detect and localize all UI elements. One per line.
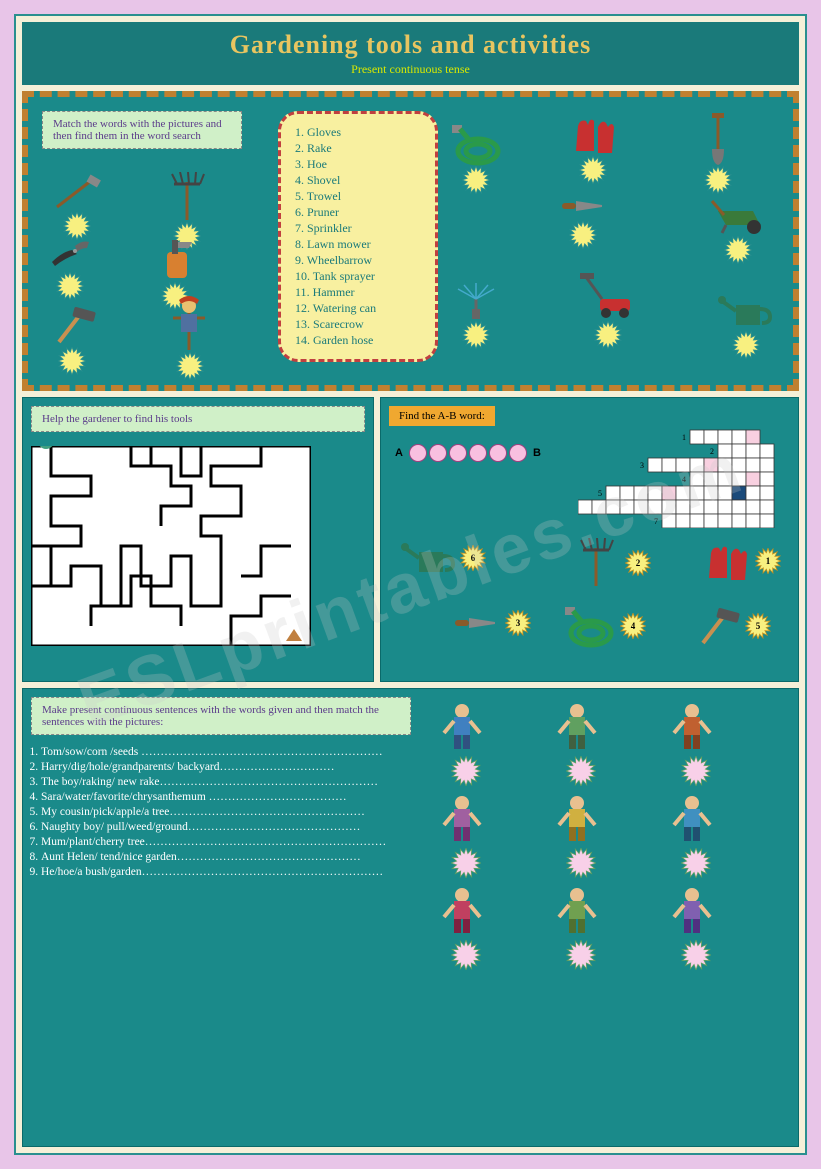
label-b: B — [533, 447, 541, 459]
activity-pic — [668, 699, 723, 788]
crossword-heading: Find the A-B word: — [389, 406, 495, 426]
activity-pic — [668, 883, 723, 972]
tool-scarecrow — [167, 292, 212, 380]
instruction-3: Make present continuous sentences with t… — [31, 697, 411, 735]
word-item: Lawn mower — [295, 237, 421, 252]
answer-bubble[interactable] — [449, 444, 467, 462]
tool-shovel — [698, 111, 738, 194]
word-item: Shovel — [295, 173, 421, 188]
word-item: Wheelbarrow — [295, 253, 421, 268]
word-item: Pruner — [295, 205, 421, 220]
answer-bubble[interactable] — [509, 444, 527, 462]
answer-bubble[interactable] — [489, 444, 507, 462]
word-item: Hoe — [295, 157, 421, 172]
word-item: Garden hose — [295, 333, 421, 348]
instruction-1: Match the words with the pictures and th… — [42, 111, 242, 149]
answer-bubbles[interactable] — [409, 444, 527, 462]
activity-pic — [438, 699, 493, 788]
section-match: Match the words with the pictures and th… — [22, 91, 799, 391]
activity-pic — [553, 699, 608, 788]
tool-wateringcan — [718, 291, 773, 359]
tool-trowel — [558, 191, 608, 249]
activity-pic — [553, 883, 608, 972]
clue-rake: 2 — [571, 538, 651, 588]
answer-bubble[interactable] — [469, 444, 487, 462]
maze — [31, 446, 311, 646]
activity-pic — [668, 791, 723, 880]
svg-text:3: 3 — [640, 461, 644, 470]
tool-gloves — [568, 111, 618, 184]
activity-pic — [553, 791, 608, 880]
word-item: Trowel — [295, 189, 421, 204]
title-bar: Gardening tools and activities Present c… — [22, 22, 799, 85]
svg-text:2: 2 — [710, 447, 714, 456]
tool-area-right — [448, 111, 803, 381]
tool-pruner — [47, 232, 92, 300]
section-sentences: Make present continuous sentences with t… — [22, 688, 799, 1147]
section-maze: Help the gardener to find his tools — [22, 397, 374, 682]
word-list: GlovesRakeHoeShovelTrowelPrunerSprinkler… — [278, 111, 438, 362]
word-item: Scarecrow — [295, 317, 421, 332]
page-subtitle: Present continuous tense — [30, 62, 791, 77]
activity-pic — [438, 791, 493, 880]
word-item: Sprinkler — [295, 221, 421, 236]
svg-text:4: 4 — [682, 475, 686, 484]
word-item: Hammer — [295, 285, 421, 300]
svg-text:5: 5 — [598, 489, 602, 498]
clue-trowel: 3 — [451, 608, 531, 638]
word-item: Watering can — [295, 301, 421, 316]
clue-hose: 4 — [561, 603, 646, 648]
tool-wheelbarrow — [708, 191, 768, 264]
tool-hammer — [47, 302, 97, 375]
tool-hoe — [52, 172, 102, 240]
tool-mower — [578, 271, 638, 349]
clue-wateringcan: 6 — [401, 538, 486, 578]
crossword-grid[interactable]: 1234567A — [578, 416, 788, 528]
word-item: Gloves — [295, 125, 421, 140]
clue-gloves: 1 — [701, 538, 781, 583]
tool-hose — [448, 121, 503, 194]
section-crossword: Find the A-B word: A B 1234567A 632415 — [380, 397, 799, 682]
crossword-clues: 6 3 2 4 1 5 — [391, 528, 788, 668]
activity-pictures — [438, 699, 788, 979]
word-item: Tank sprayer — [295, 269, 421, 284]
activity-pic — [438, 883, 493, 972]
tool-area-left — [42, 172, 272, 382]
page-title: Gardening tools and activities — [30, 30, 791, 60]
instruction-2a: Help the gardener to find his tools — [31, 406, 365, 432]
label-a: A — [395, 447, 403, 459]
answer-bubble[interactable] — [429, 444, 447, 462]
word-item: Rake — [295, 141, 421, 156]
answer-bubble[interactable] — [409, 444, 427, 462]
clue-hammer: 5 — [691, 603, 771, 648]
svg-text:7: 7 — [654, 517, 658, 526]
tool-sprinkler — [448, 281, 503, 349]
svg-text:1: 1 — [682, 433, 686, 442]
